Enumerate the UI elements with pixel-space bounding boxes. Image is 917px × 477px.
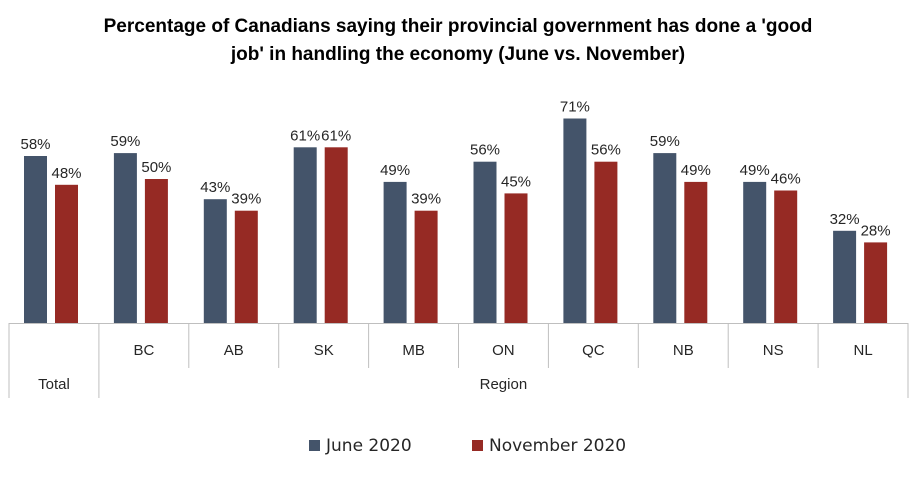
data-label-november-on: 45% bbox=[501, 173, 531, 190]
data-label-june-qc: 71% bbox=[560, 99, 590, 116]
bars-layer bbox=[24, 118, 888, 323]
legend-item-june: June 2020 bbox=[309, 436, 412, 456]
bar-november-nl bbox=[864, 242, 888, 323]
data-label-june-mb: 49% bbox=[380, 162, 410, 179]
bar-june-nl bbox=[833, 230, 857, 323]
bar-november-bc bbox=[144, 179, 168, 323]
chart-title-line-1: Percentage of Canadians saying their pro… bbox=[104, 16, 813, 37]
bar-november-mb bbox=[414, 210, 438, 323]
group-label-total: Total bbox=[38, 376, 70, 393]
data-label-june-nb: 59% bbox=[650, 133, 680, 150]
bar-june-bc bbox=[113, 153, 137, 323]
legend-item-november: November 2020 bbox=[472, 436, 626, 456]
legend-label: June 2020 bbox=[325, 436, 412, 456]
data-label-november-qc: 56% bbox=[591, 142, 621, 159]
chart-title-line-2: job' in handling the economy (June vs. N… bbox=[230, 44, 685, 65]
bar-november-ab bbox=[234, 210, 258, 323]
bar-june-nb bbox=[653, 153, 677, 323]
data-label-november-nl: 28% bbox=[861, 222, 891, 239]
bar-november-qc bbox=[594, 161, 618, 323]
legend-label: November 2020 bbox=[489, 436, 626, 456]
data-label-june-nl: 32% bbox=[830, 211, 860, 228]
tick-label-nl: NL bbox=[854, 342, 873, 359]
legend: June 2020 November 2020 bbox=[309, 436, 626, 456]
data-label-june-total: 58% bbox=[20, 136, 50, 153]
tick-label-mb: MB bbox=[402, 342, 425, 359]
data-label-november-ab: 39% bbox=[231, 191, 261, 208]
category-axis: BC AB SK MB ON QC NB NS NL Total Region bbox=[8, 323, 909, 398]
bar-november-nb bbox=[684, 181, 708, 323]
chart-title: Percentage of Canadians saying their pro… bbox=[104, 16, 813, 65]
bar-november-on bbox=[504, 193, 528, 323]
legend-swatch bbox=[309, 440, 320, 451]
data-label-november-total: 48% bbox=[51, 165, 81, 182]
tick-label-sk: SK bbox=[314, 342, 334, 359]
data-labels-layer: 58% 59%43%61%49%56%71%59%49%32%48% 50%39%6… bbox=[20, 99, 890, 240]
bar-june-on bbox=[473, 161, 497, 323]
bar-november-ns bbox=[774, 190, 798, 323]
bar-june-sk bbox=[293, 147, 317, 323]
tick-label-bc: BC bbox=[133, 342, 154, 359]
group-label-region: Region bbox=[480, 376, 528, 393]
data-label-november-sk: 61% bbox=[321, 127, 351, 144]
legend-swatch bbox=[472, 440, 483, 451]
bar-june-qc bbox=[563, 118, 587, 323]
data-label-june-ns: 49% bbox=[740, 162, 770, 179]
bar-june-total bbox=[24, 156, 47, 323]
data-label-june-bc: 59% bbox=[110, 133, 140, 150]
tick-label-nb: NB bbox=[673, 342, 694, 359]
data-label-june-ab: 43% bbox=[200, 179, 230, 196]
bar-november-total bbox=[55, 184, 78, 323]
data-label-november-nb: 49% bbox=[681, 162, 711, 179]
data-label-november-ns: 46% bbox=[771, 171, 801, 188]
bar-june-ab bbox=[203, 199, 227, 323]
data-label-june-sk: 61% bbox=[290, 127, 320, 144]
bar-november-sk bbox=[324, 147, 348, 323]
data-label-november-mb: 39% bbox=[411, 191, 441, 208]
tick-label-qc: QC bbox=[582, 342, 605, 359]
tick-label-ns: NS bbox=[763, 342, 784, 359]
tick-label-on: ON bbox=[492, 342, 515, 359]
data-label-november-bc: 50% bbox=[141, 159, 171, 176]
bar-june-ns bbox=[743, 181, 767, 323]
tick-label-ab: AB bbox=[224, 342, 244, 359]
bar-june-mb bbox=[383, 181, 407, 323]
data-label-june-on: 56% bbox=[470, 142, 500, 159]
